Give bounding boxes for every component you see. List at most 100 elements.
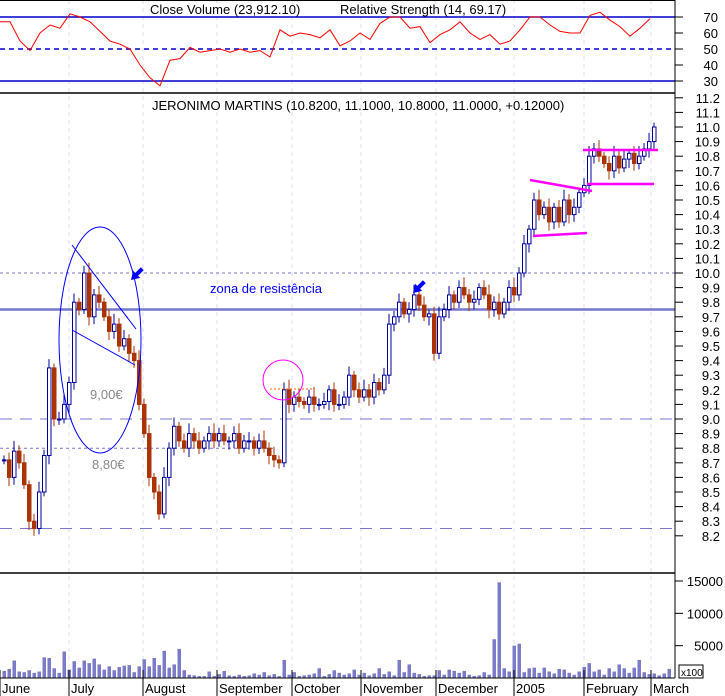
annotations: zona de resistência 9,00€ 8,80€ (58, 148, 658, 472)
candle-up (322, 400, 327, 405)
volume-bar (232, 676, 236, 678)
candle-up (172, 425, 177, 449)
volume-bar (372, 673, 376, 678)
volume-bar (472, 676, 476, 678)
volume-bar (487, 674, 491, 678)
volume-bar (297, 676, 301, 678)
volume-bar (652, 673, 656, 678)
candle-down (357, 389, 362, 398)
candle-down (7, 459, 12, 478)
volume-bar (57, 672, 61, 678)
volume-bar (237, 674, 241, 678)
candle-down (267, 447, 272, 457)
volume-bar (362, 672, 366, 678)
volume-bar (302, 675, 306, 678)
candle-down (462, 287, 467, 296)
candle-up (442, 309, 447, 318)
candle-up (42, 455, 47, 493)
volume-bar (567, 672, 571, 678)
candle-down (617, 155, 622, 169)
volume-bar (342, 674, 346, 678)
volume-bar (22, 672, 26, 678)
candle-down (87, 272, 92, 318)
candle-down (147, 433, 152, 478)
price-tick-label: 11.0 (696, 120, 720, 135)
rsi-panel: Close Volume (23,912.10) Relative Streng… (0, 2, 718, 89)
volume-bar (312, 673, 316, 678)
volume-bar (137, 666, 141, 678)
volume-y-axis: 15000 10000 5000 (675, 574, 723, 654)
volume-bar (222, 670, 226, 678)
candle-down (607, 163, 612, 172)
candle-up (627, 152, 632, 160)
candle-down (377, 382, 382, 391)
volume-bar (382, 674, 386, 678)
volume-unit-box (678, 664, 704, 679)
candle-up (457, 287, 462, 303)
candle-up (387, 323, 392, 376)
candlesticks (2, 122, 657, 536)
volume-bar (242, 676, 246, 678)
candle-up (502, 301, 507, 315)
level-900-label: 9,00€ (90, 387, 123, 402)
volume-bar (562, 669, 566, 678)
volume-bar (102, 669, 106, 678)
volume-bar (622, 668, 626, 678)
volume-bar (477, 675, 481, 678)
volume-panel: 15000 10000 5000 x100 (2, 574, 723, 679)
candle-down (192, 433, 197, 442)
volume-bar (497, 582, 501, 678)
candle-up (292, 396, 297, 405)
volume-bar (212, 676, 216, 678)
volume-tick-label: 15000 (687, 574, 723, 589)
candle-down (512, 287, 517, 296)
volume-bar (432, 675, 436, 678)
candle-up (82, 272, 87, 310)
volume-bar (252, 673, 256, 678)
candle-up (472, 298, 477, 303)
candle-down (352, 374, 357, 391)
price-tick-label: 8.8 (702, 441, 720, 456)
price-tick-label: 10.6 (695, 178, 720, 193)
candle-down (157, 491, 162, 515)
volume-bar (97, 664, 101, 678)
volume-bar (547, 671, 551, 678)
volume-bar (397, 659, 401, 678)
candle-up (2, 459, 7, 462)
candle-up (217, 433, 222, 442)
candle-up (477, 287, 482, 300)
candle-down (272, 455, 277, 461)
candle-up (62, 403, 67, 420)
candle-down (142, 403, 147, 435)
volume-bar (512, 645, 516, 678)
candle-up (492, 301, 497, 311)
candle-down (467, 294, 472, 303)
volume-bar (327, 674, 331, 678)
candle-down (152, 476, 157, 493)
price-tick-label: 8.5 (702, 485, 720, 500)
volume-bar (177, 648, 181, 678)
volume-bar (92, 658, 96, 678)
candle-down (487, 294, 492, 310)
candle-down (297, 396, 302, 402)
volume-bar (227, 675, 231, 678)
candle-down (302, 400, 307, 405)
volume-bar (147, 666, 151, 678)
candle-up (382, 374, 387, 391)
volume-bar (352, 669, 356, 678)
candle-up (532, 199, 537, 230)
candle-down (132, 352, 137, 362)
month-gridlines (68, 0, 652, 678)
volume-bar (277, 676, 281, 678)
price-tick-label: 10.1 (695, 251, 720, 266)
candle-down (32, 520, 37, 530)
candle-up (112, 323, 117, 332)
volume-bar (17, 671, 21, 678)
volume-bar (82, 660, 86, 678)
candle-up (437, 316, 442, 354)
volume-bar (247, 675, 251, 678)
price-y-axis: 11.211.111.010.910.810.710.610.510.410.3… (675, 91, 720, 544)
